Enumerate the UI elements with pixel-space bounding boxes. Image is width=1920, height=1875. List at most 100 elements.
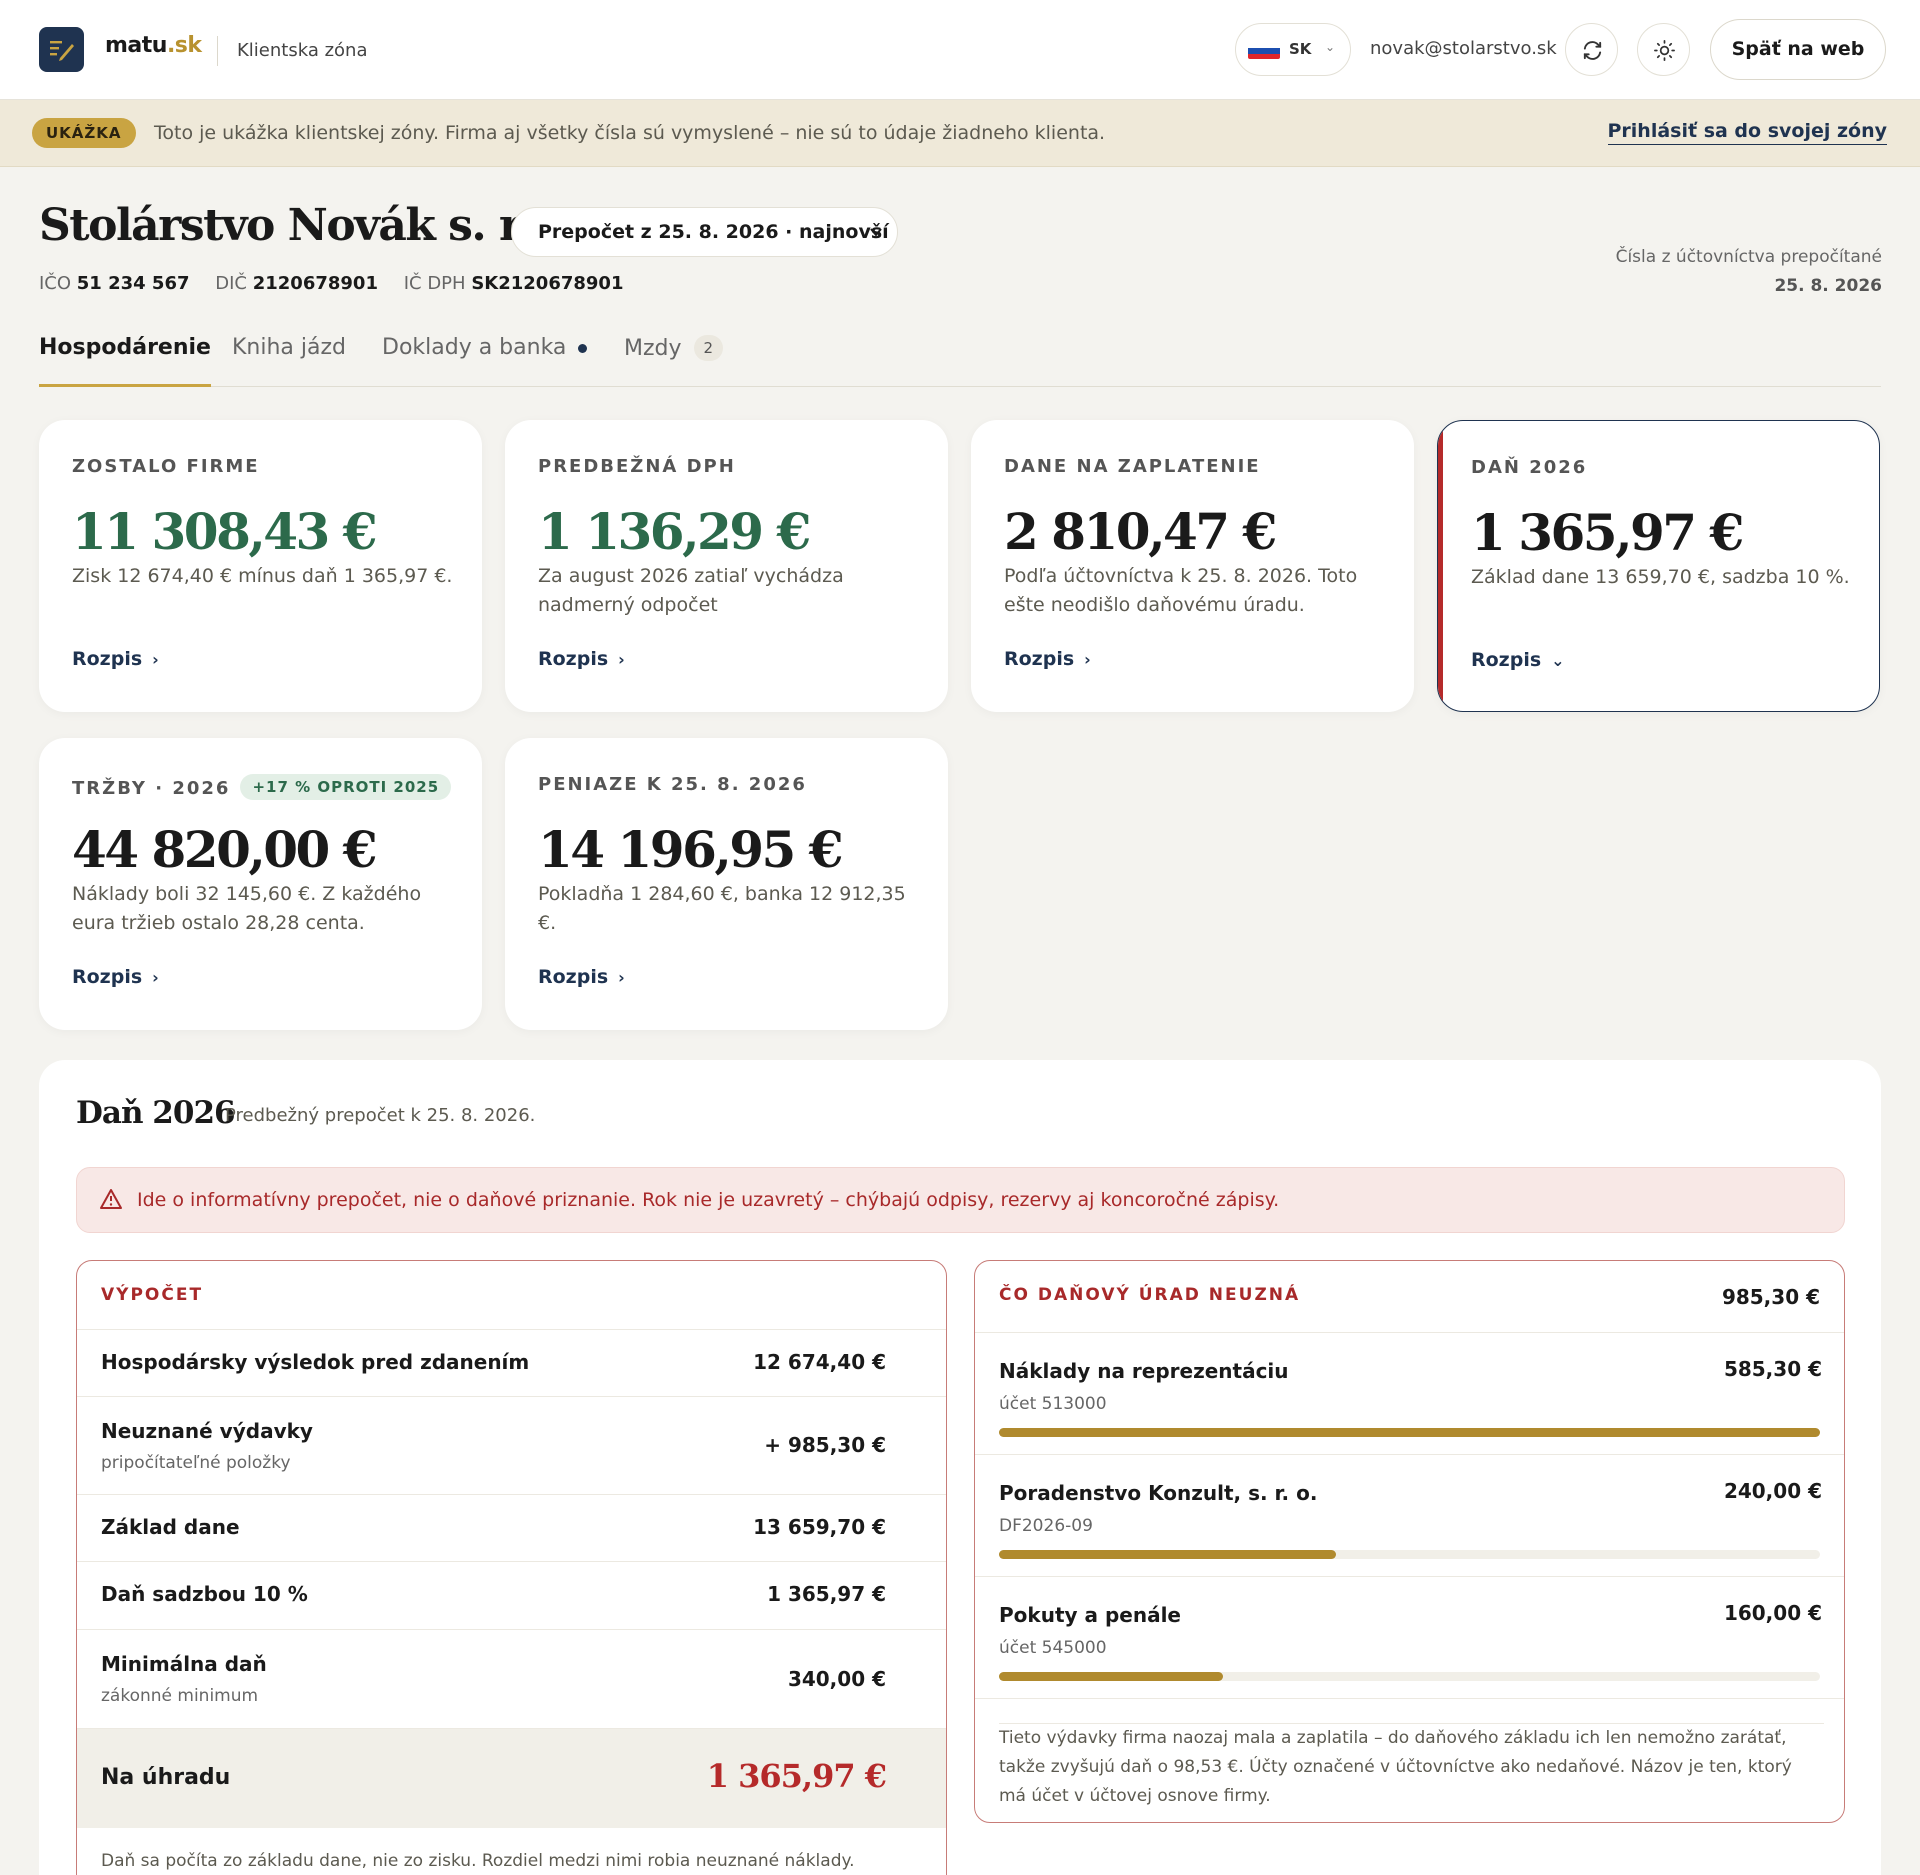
recalc-select-value: Prepočet z 25. 8. 2026 · najnovší — [538, 221, 889, 243]
total-row: Na úhradu 1 365,97 € — [77, 1728, 946, 1828]
chevron-right-icon: › — [618, 650, 625, 669]
rozpis-label: Rozpis — [72, 966, 143, 988]
chevron-right-icon: › — [1084, 650, 1091, 669]
warning-alert: Ide o informatívny prepočet, nie o daňov… — [76, 1167, 1845, 1233]
tax-title: Daň 2026 — [76, 1095, 236, 1131]
chevron-right-icon: › — [152, 968, 159, 987]
denied-note: Tieto výdavky firma naozaj mala a zaplat… — [999, 1723, 1824, 1811]
share-bar — [999, 1672, 1820, 1681]
card-peniaze: PENIAZE K 25. 8. 2026 14 196,95 € Poklad… — [505, 738, 948, 1030]
card-label: DANE NA ZAPLATENIE — [1004, 456, 1261, 477]
denied-item-label: Náklady na reprezentáciu — [999, 1359, 1289, 1383]
card-label: ZOSTALO FIRME — [72, 456, 260, 477]
calculation-heading: VÝPOČET — [101, 1285, 204, 1305]
card-description: Zisk 12 674,40 € mínus daň 1 365,97 €. — [72, 565, 453, 587]
login-link[interactable]: Prihlásiť sa do svojej zóny — [1607, 120, 1887, 145]
share-bar-fill — [999, 1428, 1820, 1437]
card-description: Náklady boli 32 145,60 €. Z každého eura… — [72, 883, 422, 934]
calc-row-label: Základ dane — [101, 1515, 240, 1539]
language-code: SK — [1289, 40, 1312, 58]
icdph-label: IČ DPH — [403, 273, 466, 294]
denied-item: Pokuty a penále účet 545000 160,00 € — [975, 1576, 1844, 1698]
zone-label: Klientska zóna — [237, 40, 368, 61]
calc-row-label: Daň sadzbou 10 % — [101, 1582, 308, 1606]
card-description: Pokladňa 1 284,60 €, banka 12 912,35 €. — [538, 883, 906, 934]
refresh-button[interactable] — [1565, 23, 1618, 76]
rozpis-link[interactable]: Rozpis › — [1004, 648, 1091, 670]
denied-total: 985,30 € — [1721, 1285, 1820, 1309]
card-value: 2 810,47 € — [1004, 502, 1277, 561]
denied-item-label: Pokuty a penále — [999, 1603, 1181, 1627]
tab-hospodarenie[interactable]: Hospodárenie — [39, 335, 211, 387]
tab-mzdy[interactable]: Mzdy 2 — [624, 335, 724, 387]
growth-badge: +17 % OPROTI 2025 — [240, 774, 452, 800]
tab-bar: Hospodárenie Kniha jázd Doklady a banka … — [39, 335, 1881, 387]
icdph-value: SK2120678901 — [471, 273, 624, 294]
recalc-select[interactable]: Prepočet z 25. 8. 2026 · najnovší — [511, 207, 898, 257]
back-to-web-button[interactable]: Späť na web — [1710, 19, 1886, 80]
rozpis-link[interactable]: Rozpis › — [72, 648, 159, 670]
language-selector[interactable]: SK ⌄ — [1235, 23, 1351, 76]
calc-row-sublabel: pripočítateľné položky — [101, 1453, 291, 1473]
card-value: 1 136,29 € — [538, 502, 811, 561]
theme-toggle-button[interactable] — [1637, 23, 1690, 76]
denied-item-value: 585,30 € — [1723, 1357, 1822, 1381]
calc-row-label: Neuznané výdavky — [101, 1419, 313, 1443]
calc-row-value: 13 659,70 € — [753, 1515, 886, 1539]
rozpis-link[interactable]: Rozpis › — [72, 966, 159, 988]
total-label: Na úhradu — [101, 1765, 231, 1790]
chevron-down-icon: ⌄ — [1325, 40, 1336, 54]
notification-dot — [578, 343, 588, 353]
flag-sk-icon — [1248, 43, 1280, 59]
brand-divider — [217, 36, 218, 66]
calc-row-sublabel: zákonné minimum — [101, 1686, 259, 1706]
share-bar-fill — [999, 1672, 1224, 1681]
recalc-note-date: 25. 8. 2026 — [1774, 276, 1882, 296]
card-description: Podľa účtovníctva k 25. 8. 2026. Toto eš… — [1004, 565, 1358, 616]
card-label-text: TRŽBY · 2026 — [72, 778, 231, 799]
rozpis-label: Rozpis — [538, 648, 609, 670]
rozpis-link[interactable]: Rozpis › — [538, 966, 625, 988]
card-label: TRŽBY · 2026 +17 % OPROTI 2025 — [72, 774, 452, 800]
card-dane-na-zaplatenie: DANE NA ZAPLATENIE 2 810,47 € Podľa účto… — [971, 420, 1414, 712]
brand-name[interactable]: matu.sk — [105, 33, 202, 58]
rozpis-link[interactable]: Rozpis › — [538, 648, 625, 670]
calc-row-label: Minimálna daň — [101, 1652, 267, 1676]
sun-icon — [1654, 40, 1675, 61]
denied-heading: ČO DAŇOVÝ ÚRAD NEUZNÁ — [999, 1285, 1301, 1305]
denied-item-account: účet 513000 — [999, 1394, 1107, 1414]
calc-row: Základ dane 13 659,70 € — [77, 1494, 946, 1561]
calc-row-value: 1 365,97 € — [767, 1582, 886, 1606]
card-trzby: TRŽBY · 2026 +17 % OPROTI 2025 44 820,00 … — [39, 738, 482, 1030]
rozpis-label: Rozpis — [1471, 649, 1542, 671]
tab-label: Kniha jázd — [232, 335, 347, 360]
tab-label: Mzdy — [624, 336, 682, 361]
denied-item-value: 240,00 € — [1723, 1479, 1822, 1503]
chevron-right-icon: › — [152, 650, 159, 669]
rozpis-link[interactable]: Rozpis ⌄ — [1471, 649, 1565, 671]
chevron-down-icon: ⌄ — [1551, 651, 1565, 670]
dic-label: DIČ — [215, 273, 247, 294]
tab-label: Doklady a banka — [382, 335, 567, 360]
tab-label: Hospodárenie — [39, 335, 211, 360]
rozpis-label: Rozpis — [538, 966, 609, 988]
calc-row-value: + 985,30 € — [764, 1433, 886, 1457]
chevron-down-icon — [869, 208, 883, 258]
card-label: PREDBEŽNÁ DPH — [538, 456, 736, 477]
tab-doklady-a-banka[interactable]: Doklady a banka — [382, 335, 588, 387]
chevron-right-icon: › — [618, 968, 625, 987]
demo-banner-text: Toto je ukážka klientskej zóny. Firma aj… — [154, 122, 1106, 144]
demo-banner: UKÁŽKA Toto je ukážka klientskej zóny. F… — [0, 100, 1920, 167]
recalc-note-text: Čísla z účtovníctva prepočítané — [1615, 247, 1882, 267]
calc-row-label: Hospodársky výsledok pred zdanením — [101, 1350, 530, 1374]
denied-item-value: 160,00 € — [1723, 1601, 1822, 1625]
card-dan-2026[interactable]: DAŇ 2026 1 365,97 € Základ dane 13 659,7… — [1437, 420, 1880, 712]
dic-value: 2120678901 — [252, 273, 378, 294]
logo-icon[interactable] — [39, 27, 84, 72]
denied-item-account: DF2026-09 — [999, 1516, 1093, 1536]
card-zostalo-firme: ZOSTALO FIRME 11 308,43 € Zisk 12 674,40… — [39, 420, 482, 712]
tab-kniha-jazd[interactable]: Kniha jázd — [232, 335, 346, 387]
denied-item-account: účet 545000 — [999, 1638, 1107, 1658]
demo-badge: UKÁŽKA — [32, 118, 136, 148]
card-label: PENIAZE K 25. 8. 2026 — [538, 774, 807, 795]
